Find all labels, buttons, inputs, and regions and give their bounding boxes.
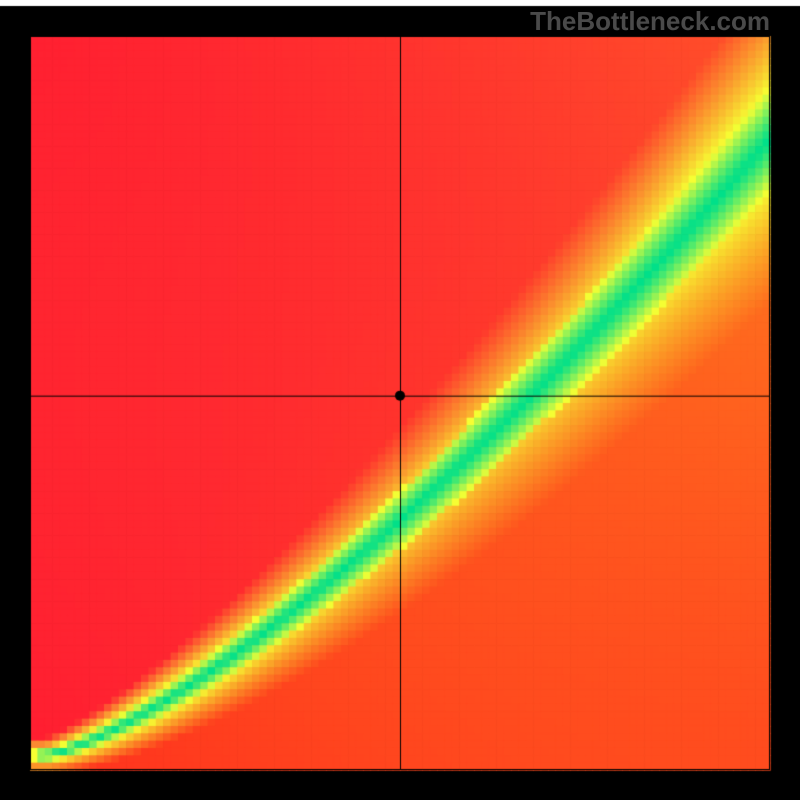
chart-container [0, 0, 800, 800]
bottleneck-heatmap [0, 0, 800, 800]
watermark-text: TheBottleneck.com [530, 6, 770, 37]
